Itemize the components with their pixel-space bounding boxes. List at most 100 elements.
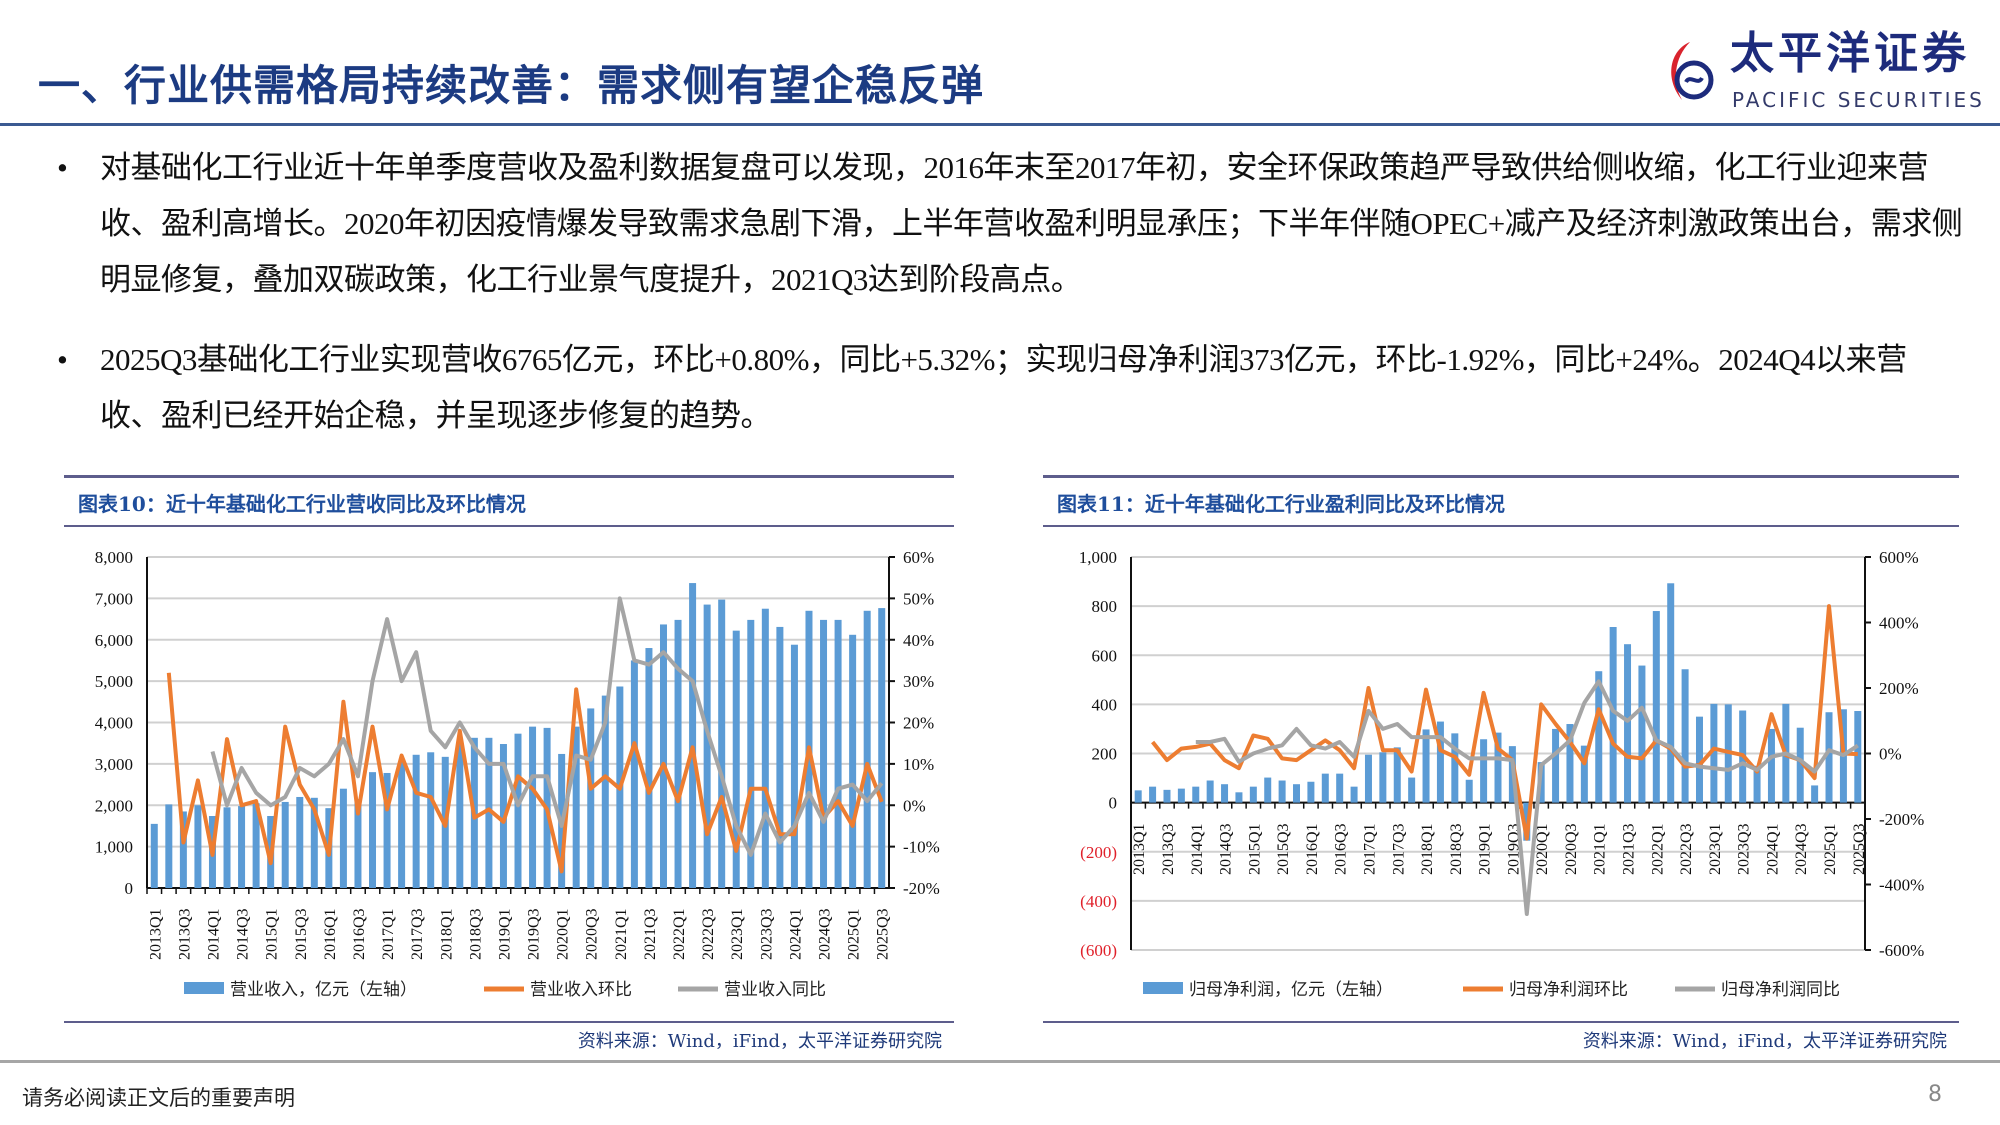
right-tick-label: 600%	[1879, 548, 1919, 567]
chart-source: 资料来源：Wind，iFind，太平洋证券研究院	[577, 1031, 942, 1052]
legend-label: 归母净利润，亿元（左轴）	[1189, 980, 1393, 1000]
x-tick-label: 2016Q3	[1333, 823, 1350, 875]
footer-divider	[0, 1060, 2000, 1063]
footer-disclaimer: 请务必阅读正文后的重要声明	[22, 1086, 295, 1110]
bar	[1753, 765, 1761, 803]
bar	[790, 644, 798, 888]
right-tick-label: 0%	[1879, 745, 1902, 764]
x-tick-label: 2022Q1	[1649, 823, 1666, 875]
bar	[1580, 745, 1588, 803]
bar	[1321, 773, 1329, 803]
bar	[1595, 671, 1603, 803]
right-tick-label: -20%	[903, 879, 940, 898]
bar	[310, 797, 318, 888]
left-tick-label: 400	[1092, 695, 1118, 714]
x-tick-label: 2022Q3	[700, 908, 717, 960]
left-tick-label: 2,000	[95, 796, 133, 815]
left-tick-label: 800	[1092, 597, 1118, 616]
x-tick-label: 2024Q3	[817, 908, 834, 960]
right-tick-label: 200%	[1879, 679, 1919, 698]
bar	[369, 772, 377, 888]
bar	[427, 752, 435, 888]
x-tick-label: 2021Q3	[642, 908, 659, 960]
company-logo: 太平洋证券 PACIFIC SECURITIES	[1660, 30, 1995, 118]
bar	[863, 610, 871, 888]
left-tick-label: 4,000	[95, 714, 133, 733]
bar	[223, 807, 231, 888]
bar	[1293, 784, 1301, 803]
bar	[1408, 777, 1416, 803]
x-tick-label: 2015Q3	[293, 908, 310, 960]
bar	[296, 796, 304, 888]
x-tick-label: 2020Q1	[1534, 823, 1551, 875]
x-tick-label: 2018Q1	[438, 908, 455, 960]
right-tick-label: 50%	[903, 589, 934, 608]
bar	[529, 726, 537, 888]
x-tick-label: 2015Q1	[1246, 823, 1263, 875]
left-tick-label: (200)	[1080, 843, 1117, 862]
x-tick-label: 2015Q3	[1275, 823, 1292, 875]
paragraph-text: 2025Q3基础化工行业实现营收6765亿元，环比+0.80%，同比+5.32%…	[100, 342, 1907, 433]
left-tick-label: 5,000	[95, 672, 133, 691]
paragraph-text: 对基础化工行业近十年单季度营收及盈利数据复盘可以发现，2016年末至2017年初…	[100, 150, 1963, 297]
x-tick-label: 2020Q3	[584, 908, 601, 960]
bar	[1307, 781, 1315, 803]
bullet-icon: •	[57, 342, 68, 377]
bar	[1494, 732, 1502, 803]
left-tick-label: 0	[1109, 794, 1118, 813]
bar	[1134, 790, 1142, 803]
chart-title: 图表10：近十年基础化工行业营收同比及环比情况	[78, 492, 526, 516]
right-tick-label: -400%	[1879, 876, 1924, 895]
right-tick-label: 400%	[1879, 614, 1919, 633]
bar	[412, 754, 420, 888]
x-tick-label: 2017Q1	[1361, 823, 1378, 875]
bar	[1235, 792, 1243, 803]
bar	[572, 726, 580, 888]
bar	[1221, 784, 1229, 803]
x-tick-label: 2014Q1	[1189, 823, 1206, 875]
qoq-line	[166, 672, 884, 874]
yoy-line	[210, 596, 884, 857]
panel-top-border	[1043, 475, 1959, 478]
bar	[1350, 786, 1358, 803]
bar	[761, 608, 769, 888]
bar	[1393, 747, 1401, 803]
bar	[1652, 611, 1660, 803]
x-tick-label: 2014Q1	[205, 908, 222, 960]
logo-text-cn: 太平洋证券	[1730, 28, 1970, 79]
bar	[1552, 728, 1560, 803]
bar	[252, 803, 260, 888]
x-tick-label: 2023Q1	[729, 908, 746, 960]
right-tick-label: 20%	[903, 714, 934, 733]
bar	[1163, 789, 1171, 803]
legend-label: 归母净利润环比	[1509, 980, 1628, 1000]
x-tick-label: 2016Q1	[322, 908, 339, 960]
left-tick-label: 7,000	[95, 589, 133, 608]
bar	[1336, 773, 1344, 803]
right-tick-label: -600%	[1879, 941, 1924, 960]
right-tick-label: 0%	[903, 796, 926, 815]
bar	[674, 619, 682, 888]
bar	[1825, 712, 1833, 803]
bar	[747, 619, 755, 888]
bar	[820, 619, 828, 888]
bar	[1767, 728, 1775, 803]
bar	[601, 695, 609, 888]
qoq-line	[1151, 604, 1858, 841]
left-tick-label: 0	[125, 879, 134, 898]
x-tick-label: 2017Q3	[409, 908, 426, 960]
bar	[1638, 665, 1646, 803]
panel-title-divider	[1043, 525, 1959, 527]
panel-top-border	[64, 475, 954, 478]
revenue-chart: 8,000 7,000 6,000 5,000 4,000 3,000 2,000 1,000…	[95, 548, 940, 1000]
x-tick-label: 2023Q1	[1707, 823, 1724, 875]
page-number: 8	[1928, 1082, 1942, 1107]
x-tick-label: 2014Q3	[1218, 823, 1235, 875]
legend-bar-swatch	[184, 982, 224, 994]
left-tick-label: 200	[1092, 745, 1118, 764]
bullet-paragraph: • 对基础化工行业近十年单季度营收及盈利数据复盘可以发现，2016年末至2017…	[57, 140, 1967, 308]
header-divider	[0, 123, 2000, 126]
x-tick-label: 2019Q3	[526, 908, 543, 960]
x-tick-label: 2020Q3	[1563, 823, 1580, 875]
x-tick-label: 2013Q3	[176, 908, 193, 960]
